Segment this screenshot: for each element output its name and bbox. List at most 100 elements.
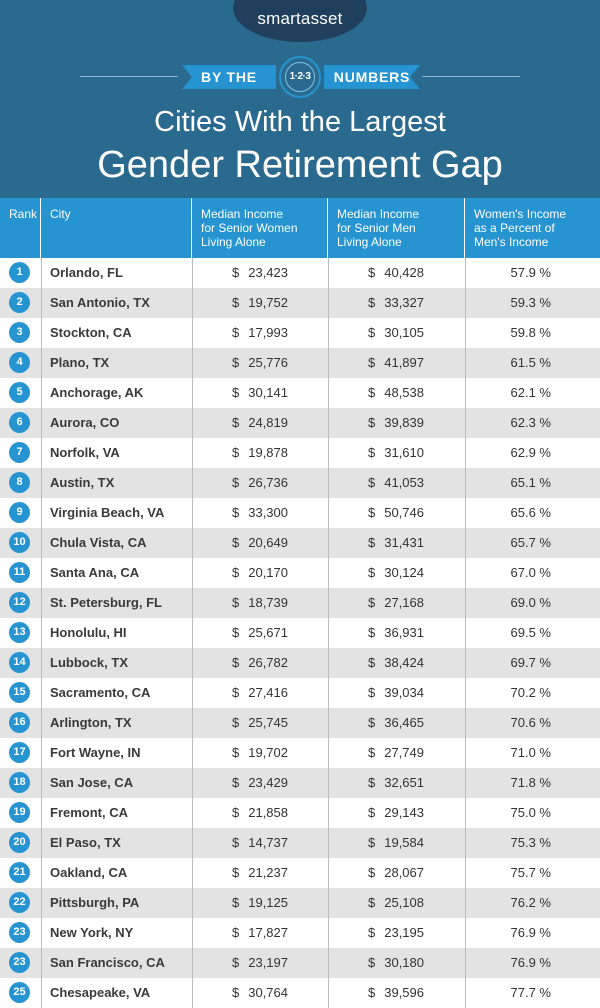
city-name: Honolulu, HI: [50, 625, 127, 640]
column-separator: [41, 438, 42, 468]
column-separator: [328, 648, 329, 678]
column-separator: [465, 468, 466, 498]
dollar-sign: $: [232, 985, 240, 1000]
women-income: 21,858: [248, 805, 288, 820]
rank-badge: 9: [9, 502, 30, 523]
dollar-sign: $: [368, 625, 376, 640]
men-income: 36,931: [384, 625, 424, 640]
column-separator: [465, 498, 466, 528]
table-row: 3 Stockton, CA $17,993 $30,105 59.8 %: [0, 318, 600, 348]
rank-badge: 8: [9, 472, 30, 493]
column-separator: [41, 738, 42, 768]
table-row: 5 Anchorage, AK $30,141 $48,538 62.1 %: [0, 378, 600, 408]
col-header-line: Men's Income: [474, 235, 549, 249]
dollar-sign: $: [368, 355, 376, 370]
column-separator: [465, 708, 466, 738]
column-separator: [465, 408, 466, 438]
city-name: Plano, TX: [50, 355, 110, 370]
column-separator: [328, 858, 329, 888]
column-separator: [192, 438, 193, 468]
dollar-sign: $: [232, 595, 240, 610]
column-separator: [192, 588, 193, 618]
women-percent-of-men: 69.0 %: [510, 595, 551, 610]
column-separator: [465, 768, 466, 798]
column-separator: [328, 318, 329, 348]
city-name: Aurora, CO: [50, 415, 120, 430]
women-percent-of-men: 57.9 %: [510, 265, 551, 280]
women-income: 25,745: [248, 715, 288, 730]
women-percent-of-men: 62.9 %: [510, 445, 551, 460]
women-income: 20,649: [248, 535, 288, 550]
women-percent-of-men: 65.7 %: [510, 535, 551, 550]
dollar-sign: $: [232, 445, 240, 460]
table-row: 10 Chula Vista, CA $20,649 $31,431 65.7 %: [0, 528, 600, 558]
dollar-sign: $: [368, 655, 376, 670]
dollar-sign: $: [232, 355, 240, 370]
column-separator: [328, 378, 329, 408]
men-income: 32,651: [384, 775, 424, 790]
table-row: 22 Pittsburgh, PA $19,125 $25,108 76.2 %: [0, 888, 600, 918]
men-income: 19,584: [384, 835, 424, 850]
rank-badge: 14: [9, 652, 30, 673]
column-separator: [465, 648, 466, 678]
women-income: 19,878: [248, 445, 288, 460]
table-row: 9 Virginia Beach, VA $33,300 $50,746 65.6 %: [0, 498, 600, 528]
women-income: 19,702: [248, 745, 288, 760]
table-row: 16 Arlington, TX $25,745 $36,465 70.6 %: [0, 708, 600, 738]
column-separator: [41, 528, 42, 558]
column-separator: [328, 738, 329, 768]
column-separator: [465, 318, 466, 348]
column-separator: [192, 468, 193, 498]
city-name: Anchorage, AK: [50, 385, 144, 400]
column-separator: [465, 378, 466, 408]
col-header-line: for Senior Men: [337, 221, 416, 235]
column-separator: [465, 618, 466, 648]
table-row: 4 Plano, TX $25,776 $41,897 61.5 %: [0, 348, 600, 378]
rank-badge: 3: [9, 322, 30, 343]
men-income: 25,108: [384, 895, 424, 910]
column-separator: [328, 828, 329, 858]
rank-badge: 16: [9, 712, 30, 733]
column-separator: [328, 948, 329, 978]
column-separator: [192, 528, 193, 558]
women-percent-of-men: 62.3 %: [510, 415, 551, 430]
column-separator: [41, 768, 42, 798]
column-separator: [192, 348, 193, 378]
dollar-sign: $: [232, 625, 240, 640]
column-separator: [192, 558, 193, 588]
column-separator: [41, 318, 42, 348]
column-separator: [465, 798, 466, 828]
city-name: Chula Vista, CA: [50, 535, 147, 550]
women-income: 25,671: [248, 625, 288, 640]
column-separator: [465, 528, 466, 558]
city-name: San Antonio, TX: [50, 295, 150, 310]
column-separator: [465, 288, 466, 318]
women-percent-of-men: 71.8 %: [510, 775, 551, 790]
city-name: Lubbock, TX: [50, 655, 128, 670]
dollar-sign: $: [232, 415, 240, 430]
dollar-sign: $: [368, 895, 376, 910]
numbers-badge: 1·2·3: [279, 56, 321, 98]
table-row: 23 New York, NY $17,827 $23,195 76.9 %: [0, 918, 600, 948]
dollar-sign: $: [368, 685, 376, 700]
header: smartasset BY THE NUMBERS 1·2·3 Cities W…: [0, 0, 600, 198]
men-income: 38,424: [384, 655, 424, 670]
column-separator: [465, 738, 466, 768]
column-separator: [192, 948, 193, 978]
rank-badge: 22: [9, 892, 30, 913]
dollar-sign: $: [232, 805, 240, 820]
women-percent-of-men: 67.0 %: [510, 565, 551, 580]
women-income: 23,423: [248, 265, 288, 280]
men-income: 33,327: [384, 295, 424, 310]
column-separator: [41, 498, 42, 528]
right-rule: [422, 76, 520, 77]
column-separator: [192, 828, 193, 858]
column-separator: [192, 768, 193, 798]
women-income: 17,827: [248, 925, 288, 940]
dollar-sign: $: [232, 895, 240, 910]
men-income: 50,746: [384, 505, 424, 520]
column-separator: [41, 948, 42, 978]
rank-badge: 6: [9, 412, 30, 433]
men-income: 30,105: [384, 325, 424, 340]
column-separator: [41, 678, 42, 708]
